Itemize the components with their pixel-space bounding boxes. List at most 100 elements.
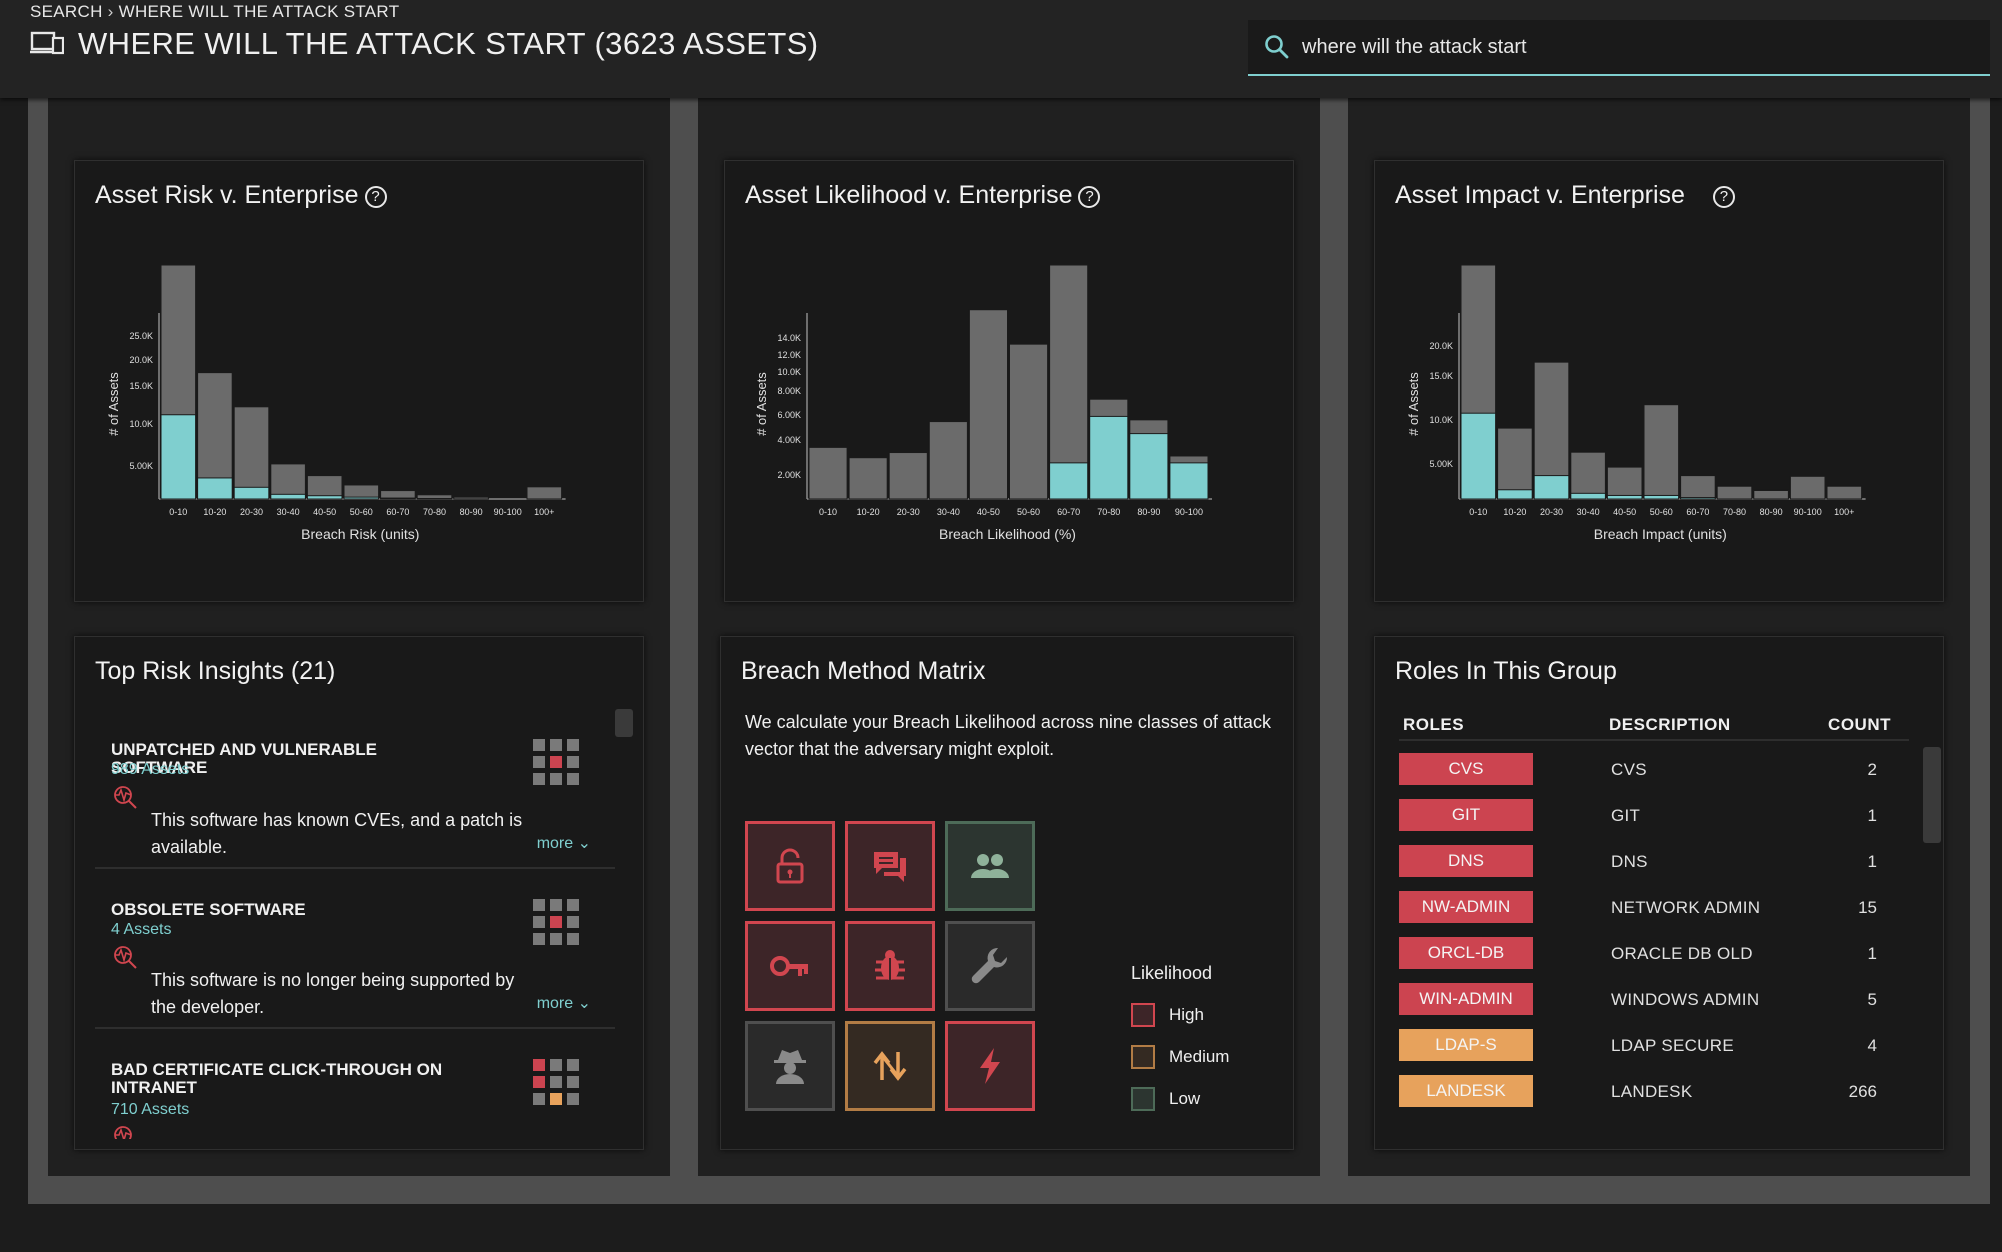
severity-cell	[550, 756, 562, 768]
severity-cell	[550, 1076, 562, 1088]
bar-asset-group[interactable]	[1680, 497, 1716, 500]
matrix-cell[interactable]	[945, 921, 1035, 1011]
bar-asset-group[interactable]	[233, 486, 270, 500]
bar-asset-group[interactable]	[306, 495, 343, 500]
insight-item[interactable]: UNPATCHED AND VULNERABLE SOFTWARE 989 As…	[95, 709, 615, 869]
insight-title[interactable]: OBSOLETE SOFTWARE	[111, 900, 306, 919]
table-row[interactable]: CVS CVS 2	[1399, 753, 1919, 799]
help-icon[interactable]: ?	[364, 186, 387, 208]
bar-asset-group[interactable]	[1089, 415, 1129, 500]
bar-enterprise[interactable]	[888, 452, 928, 500]
col-header-description[interactable]: DESCRIPTION	[1609, 715, 1731, 734]
bar-enterprise[interactable]	[928, 421, 968, 500]
matrix-cell[interactable]	[845, 1021, 935, 1111]
bar-enterprise[interactable]	[1753, 489, 1789, 500]
bar-asset-group[interactable]	[1497, 489, 1533, 500]
bar-asset-group[interactable]	[380, 497, 416, 500]
role-badge[interactable]: NW-ADMIN	[1399, 891, 1533, 923]
roles-panel: Roles In This Group ROLES DESCRIPTION CO…	[1374, 636, 1944, 1150]
bar-enterprise[interactable]	[1570, 451, 1606, 500]
table-row[interactable]: WIN-ADMIN WINDOWS ADMIN 5	[1399, 983, 1919, 1029]
bar-asset-group[interactable]	[1049, 462, 1089, 500]
table-row[interactable]: GIT GIT 1	[1399, 799, 1919, 845]
role-badge[interactable]: WIN-ADMIN	[1399, 983, 1533, 1015]
bar-enterprise[interactable]	[233, 406, 270, 500]
bar-enterprise[interactable]	[1789, 475, 1826, 500]
table-row[interactable]: NW-ADMIN NETWORK ADMIN 15	[1399, 891, 1919, 937]
insights-scrollbar[interactable]	[615, 709, 633, 737]
bar-asset-group[interactable]	[343, 496, 380, 500]
more-label[interactable]: more	[536, 835, 574, 852]
search-icon[interactable]	[1264, 34, 1290, 60]
role-count: 1	[1867, 806, 1877, 825]
role-badge[interactable]: LANDESK	[1399, 1075, 1533, 1107]
role-badge[interactable]: ORCL-DB	[1399, 937, 1533, 969]
table-row[interactable]: ORCL-DB ORACLE DB OLD 1	[1399, 937, 1919, 983]
matrix-cell[interactable]	[745, 821, 835, 911]
x-tick-label: 70-80	[1723, 507, 1746, 517]
bar-asset-group[interactable]	[1606, 494, 1643, 500]
bar-asset-group[interactable]	[1570, 492, 1606, 500]
bar-asset-group[interactable]	[270, 493, 306, 500]
col-header-roles[interactable]: ROLES	[1403, 715, 1465, 734]
more-link[interactable]: more ⌄	[537, 993, 591, 1013]
role-badge[interactable]: LDAP-S	[1399, 1029, 1533, 1061]
x-tick-label: 80-90	[460, 507, 483, 517]
insight-title[interactable]: UNPATCHED AND VULNERABLE SOFTWARE	[111, 740, 378, 777]
bar-enterprise[interactable]	[453, 496, 489, 500]
risk-chart-title: Asset Risk v. Enterprise	[95, 181, 359, 209]
bar-asset-group[interactable]	[1460, 412, 1497, 500]
matrix-cell[interactable]	[945, 1021, 1035, 1111]
table-row[interactable]: DNS DNS 1	[1399, 845, 1919, 891]
bar-enterprise[interactable]	[808, 446, 848, 500]
bar-asset-group[interactable]	[197, 477, 233, 500]
role-badge[interactable]: GIT	[1399, 799, 1533, 831]
role-badge[interactable]: DNS	[1399, 845, 1533, 877]
help-icon[interactable]: ?	[1712, 186, 1735, 208]
insight-title[interactable]: BAD CERTIFICATE CLICK-THROUGH ON INTRANE…	[111, 1060, 443, 1097]
bar-asset-group[interactable]	[1533, 475, 1570, 500]
bar-enterprise[interactable]	[1826, 485, 1863, 500]
insight-item[interactable]: OBSOLETE SOFTWARE 4 Assets This software…	[95, 869, 615, 1029]
table-row[interactable]: LANDESK LANDESK 266	[1399, 1075, 1919, 1121]
legend-high: High	[1131, 994, 1229, 1036]
matrix-cell[interactable]	[945, 821, 1035, 911]
bar-enterprise[interactable]	[1643, 404, 1680, 500]
insight-asset-count[interactable]: 710 Assets	[111, 1101, 190, 1118]
bar-asset-group[interactable]	[1129, 433, 1169, 500]
x-tick-label: 60-70	[386, 507, 409, 517]
roles-title: Roles In This Group	[1395, 657, 1617, 685]
role-badge[interactable]: CVS	[1399, 753, 1533, 785]
breadcrumb-root[interactable]: SEARCH	[30, 2, 103, 21]
more-link[interactable]: more ⌄	[537, 833, 591, 853]
bar-enterprise[interactable]	[526, 486, 563, 500]
search-box[interactable]	[1248, 20, 1990, 76]
bar-enterprise[interactable]	[1497, 427, 1533, 500]
matrix-cell[interactable]	[845, 821, 935, 911]
bar-asset-group[interactable]	[1643, 494, 1680, 500]
insight-asset-count[interactable]: 989 Assets	[111, 761, 190, 778]
insight-item[interactable]: BAD CERTIFICATE CLICK-THROUGH ON INTRANE…	[95, 1029, 615, 1139]
matrix-cell[interactable]	[745, 921, 835, 1011]
matrix-cell[interactable]	[845, 921, 935, 1011]
bar-enterprise[interactable]	[1009, 343, 1049, 500]
col-header-count[interactable]: COUNT	[1828, 715, 1891, 734]
page-title: WHERE WILL THE ATTACK START (3623 ASSETS…	[30, 26, 819, 62]
roles-scrollbar[interactable]	[1923, 747, 1941, 843]
bar-enterprise[interactable]	[1716, 485, 1753, 500]
search-input[interactable]	[1302, 35, 1942, 59]
y-axis-label: # of Assets	[1406, 372, 1421, 436]
matrix-cell[interactable]	[745, 1021, 835, 1111]
bar-enterprise[interactable]	[270, 463, 306, 500]
bar-enterprise[interactable]	[1680, 475, 1716, 500]
bar-enterprise[interactable]	[1606, 466, 1643, 500]
bar-enterprise[interactable]	[848, 457, 888, 500]
bar-asset-group[interactable]	[160, 414, 197, 500]
users-icon	[968, 844, 1012, 888]
bar-enterprise[interactable]	[968, 309, 1008, 500]
table-row[interactable]: LDAP-S LDAP SECURE 4	[1399, 1029, 1919, 1075]
help-icon[interactable]: ?	[1078, 186, 1101, 208]
more-label[interactable]: more	[536, 995, 574, 1012]
bar-asset-group[interactable]	[1169, 462, 1209, 500]
insight-asset-count[interactable]: 4 Assets	[111, 921, 172, 938]
